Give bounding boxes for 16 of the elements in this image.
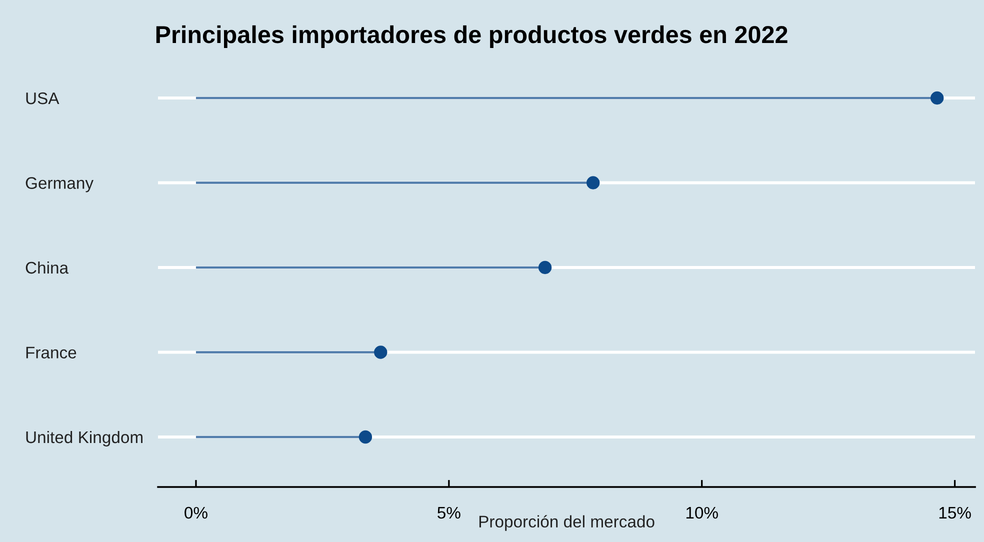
- point: [374, 346, 388, 359]
- y-tick-label: United Kingdom: [26, 430, 142, 446]
- x-tick-label: 15%: [939, 506, 971, 519]
- x-tick-label: 5%: [438, 506, 460, 519]
- point: [358, 430, 372, 444]
- chart-title: Principales importadores de productos verdes en 2022: [156, 25, 788, 48]
- y-tick-label: China: [26, 261, 69, 274]
- point: [538, 260, 552, 274]
- x-tick-label: 10%: [686, 506, 718, 519]
- x-tick-label: 0%: [184, 506, 208, 519]
- y-tick-label: Germany: [26, 177, 94, 192]
- y-tick-label: France: [26, 346, 76, 358]
- x-axis-title: Proporción del mercado: [479, 515, 654, 531]
- point: [586, 176, 600, 190]
- y-tick-label: USA: [26, 92, 60, 104]
- point: [930, 91, 944, 105]
